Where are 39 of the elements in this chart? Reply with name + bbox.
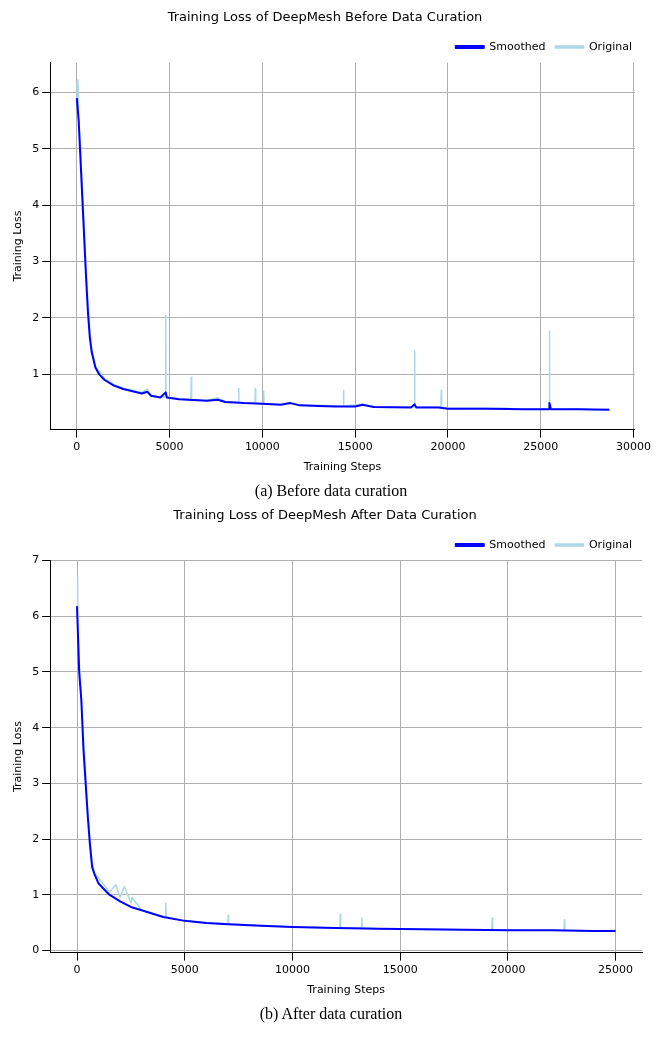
text: (a) Before data curation	[253, 482, 409, 500]
y-tick-label: 3	[32, 254, 40, 268]
y-tick-label: 1	[32, 887, 40, 901]
chart-title: Training Loss of DeepMesh After Data Curation	[172, 507, 477, 523]
chart-title: Training Loss of DeepMesh Before Data Curation	[166, 9, 483, 25]
x-tick-label: 20000	[490, 963, 526, 977]
y-tick-label: 6	[32, 609, 40, 623]
x-tick-label: 30000	[615, 440, 651, 454]
x-tick-label: 25000	[523, 440, 559, 454]
x-tick-label: 5000	[155, 440, 184, 454]
y-tick-label: 4	[32, 198, 40, 212]
x-tick-label: 15000	[337, 440, 373, 454]
x-tick-label: 20000	[430, 440, 466, 454]
y-axis-title: Training Loss	[11, 210, 25, 283]
x-tick-label: 0	[73, 963, 81, 977]
y-tick-label: 3	[32, 776, 40, 790]
x-tick-label: 0	[73, 440, 81, 454]
y-tick-label: 1	[32, 367, 40, 381]
x-tick-label: 15000	[382, 963, 418, 977]
x-tick-label: 25000	[598, 963, 634, 977]
y-tick-label: 2	[32, 310, 40, 324]
text: (b) After data curation	[258, 1005, 404, 1023]
x-tick-label: 10000	[244, 440, 280, 454]
y-tick-label: 5	[32, 664, 40, 678]
y-tick-label: 2	[32, 831, 40, 845]
x-axis-title: Training Steps	[306, 983, 386, 997]
x-tick-label: 10000	[274, 963, 310, 977]
x-tick-label: 5000	[170, 963, 199, 977]
y-tick-label: 7	[32, 553, 40, 567]
legend-label: Original	[588, 39, 632, 53]
y-tick-label: 6	[32, 85, 40, 99]
y-tick-label: 5	[32, 141, 40, 155]
x-axis-title: Training Steps	[302, 460, 382, 474]
legend-label: Smoothed	[489, 537, 546, 551]
legend-label: Original	[588, 537, 632, 551]
y-axis-title: Training Loss	[11, 720, 25, 794]
y-tick-label: 0	[32, 943, 40, 957]
legend-label: Smoothed	[489, 39, 546, 53]
y-tick-label: 4	[32, 720, 40, 734]
